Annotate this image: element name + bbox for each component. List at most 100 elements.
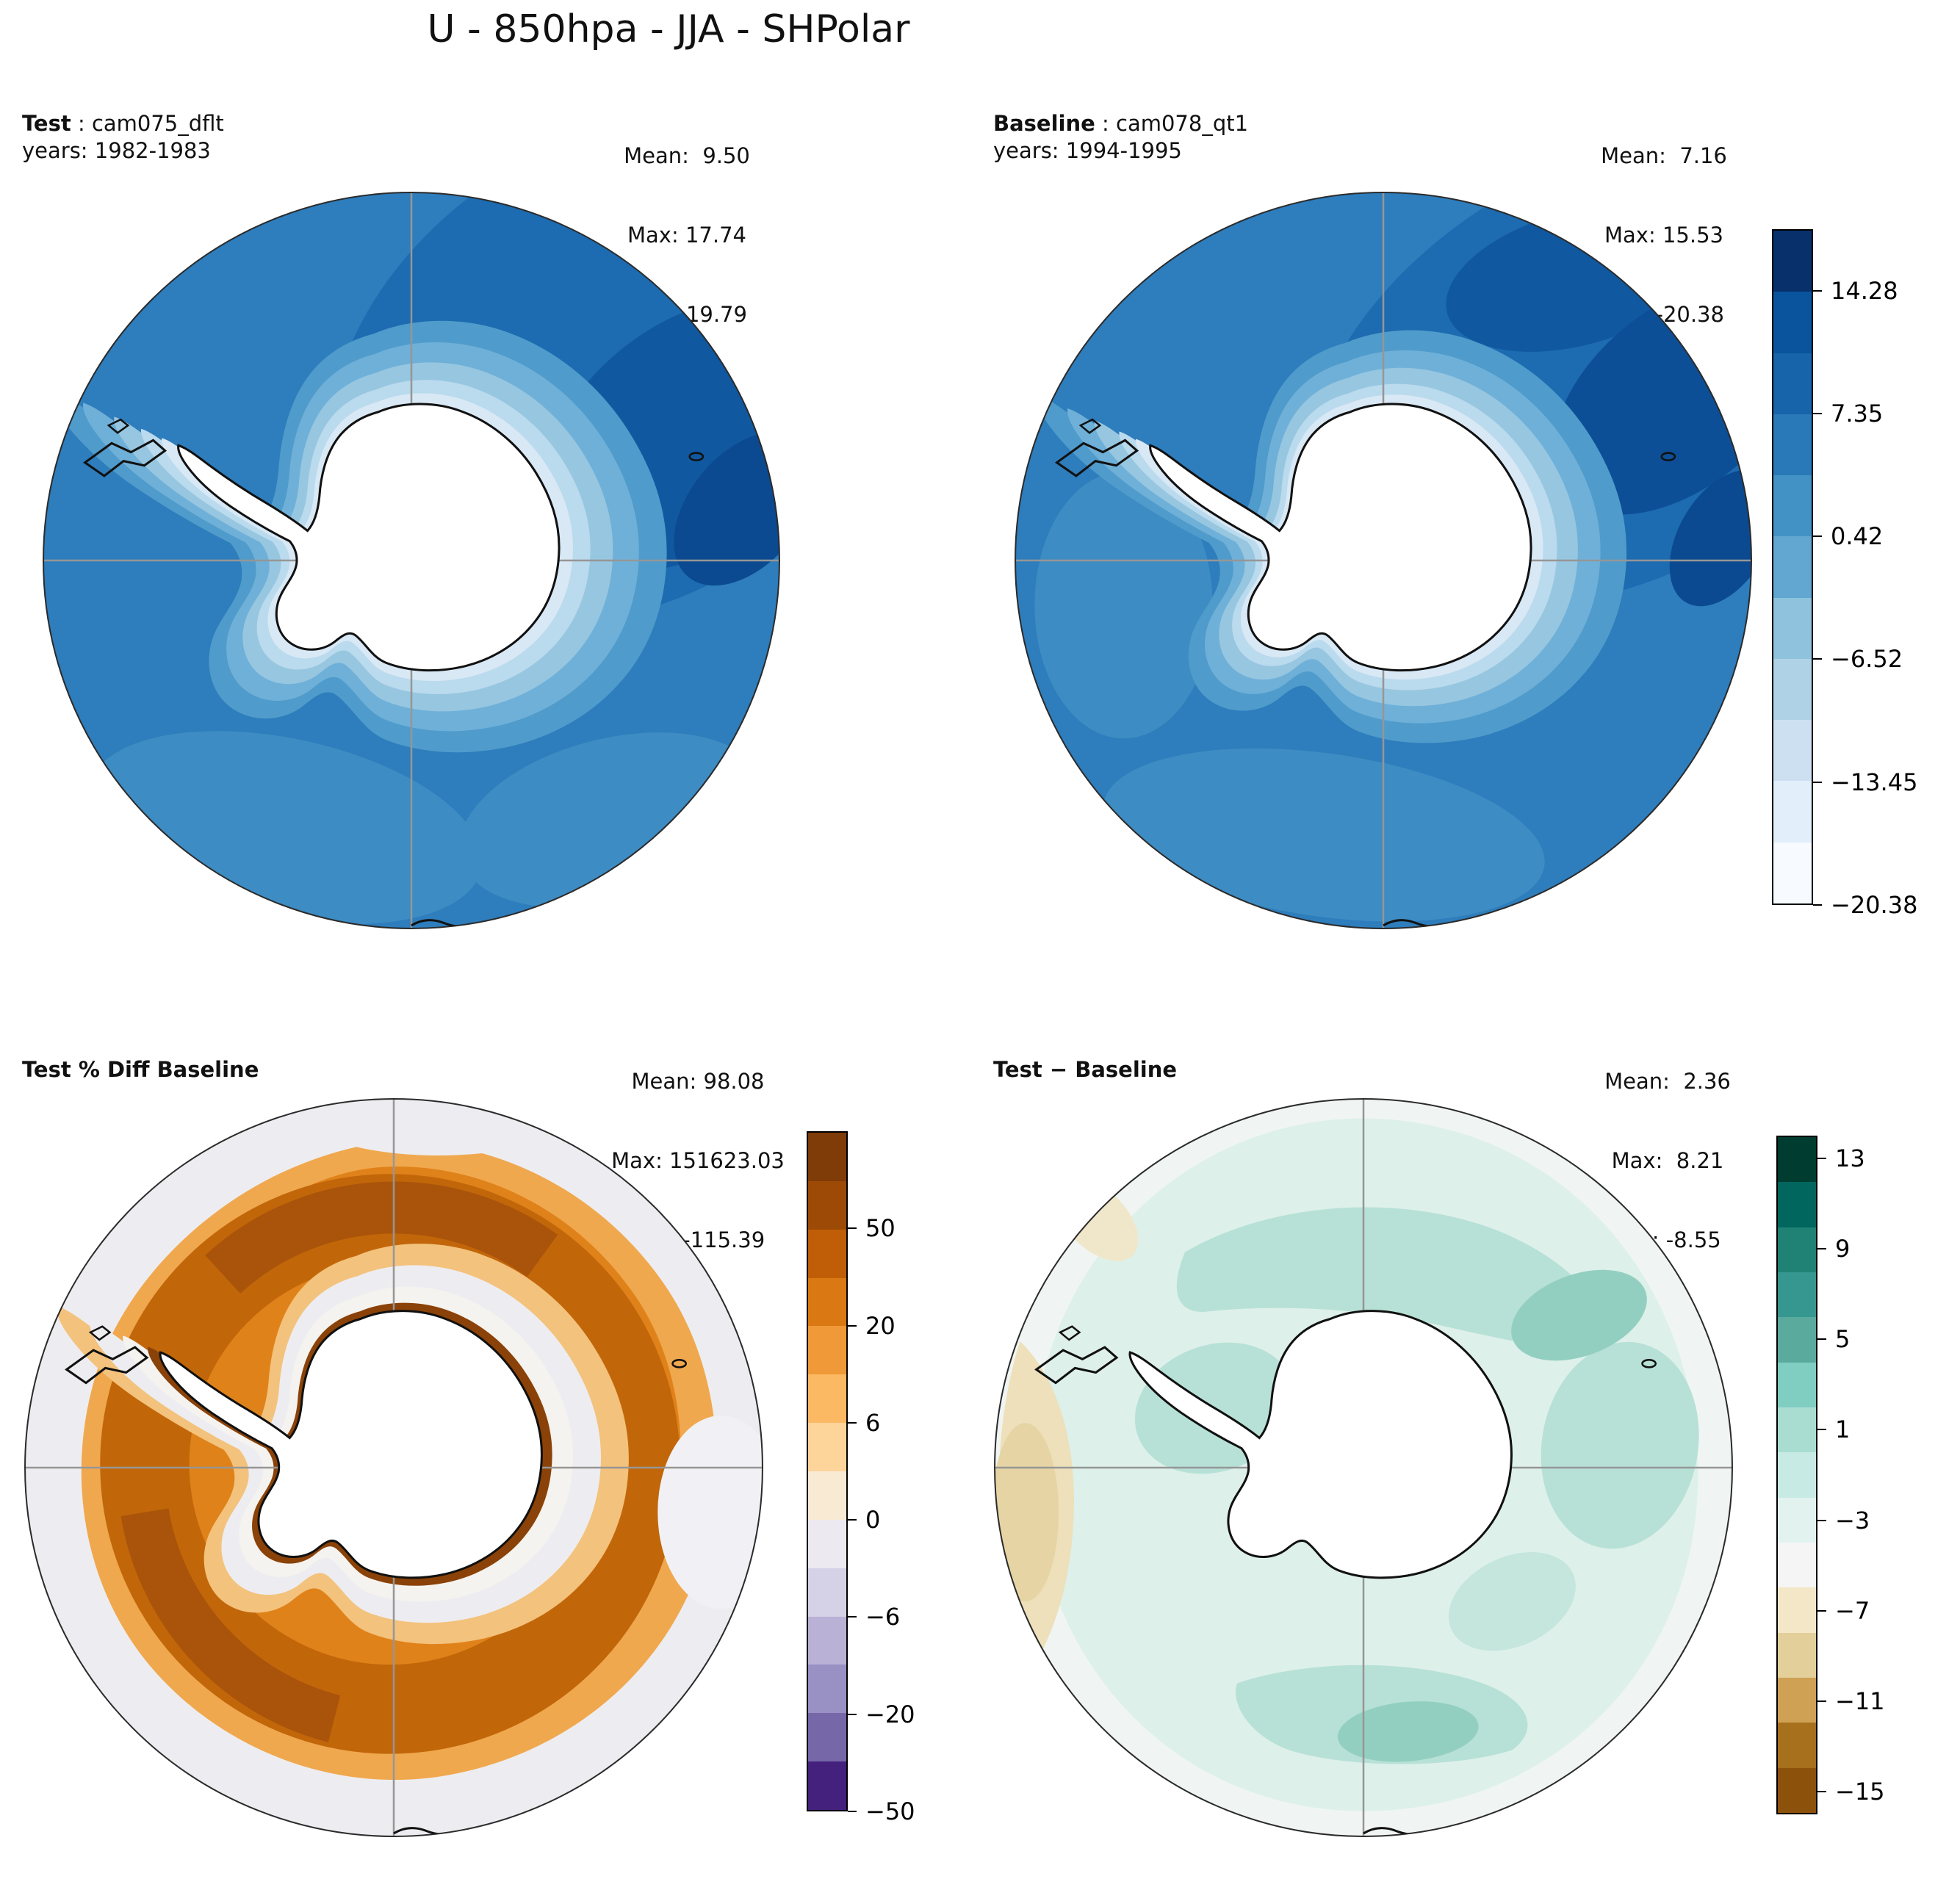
diff-stat-max: Max: 8.21 bbox=[1611, 1148, 1724, 1173]
colorbar-segment bbox=[808, 1665, 846, 1714]
colorbar-tick-mark bbox=[1817, 1248, 1826, 1250]
diff-panel-label: Test − Baseline bbox=[993, 1057, 1178, 1082]
colorbar-tick-mark bbox=[1817, 1700, 1826, 1702]
colorbar-segment bbox=[808, 1713, 846, 1762]
colorbar-tick-label: 7.35 bbox=[1831, 399, 1884, 428]
colorbar-tick-label: 5 bbox=[1835, 1325, 1851, 1354]
south-america-coast bbox=[65, 1325, 149, 1385]
colorbar-tick: 0 bbox=[848, 1506, 880, 1534]
colorbar-segment bbox=[808, 1229, 846, 1278]
pct-diff-stat-max: Max: 151623.03 bbox=[611, 1148, 785, 1173]
colorbar-tick-mark bbox=[1813, 781, 1822, 783]
colorbar-tick-label: −15 bbox=[1835, 1778, 1885, 1806]
map-test bbox=[43, 192, 780, 929]
map-baseline bbox=[1015, 192, 1752, 929]
colorbar-pct-diff-bar bbox=[807, 1131, 848, 1811]
colorbar-segment bbox=[1773, 842, 1812, 904]
baseline-panel-label: Baseline : cam078_qt1 years: 1994-1995 bbox=[993, 110, 1248, 165]
baseline-panel-run: : cam078_qt1 bbox=[1095, 111, 1249, 136]
colorbar-tick-label: −7 bbox=[1835, 1596, 1870, 1625]
colorbar-tick: −13.45 bbox=[1813, 768, 1917, 796]
pct-diff-panel-label: Test % Diff Baseline bbox=[22, 1057, 259, 1082]
colorbar-segment bbox=[1773, 231, 1812, 292]
test-panel-run: : cam075_dflt bbox=[71, 111, 224, 136]
colorbar-tick: 5 bbox=[1817, 1325, 1850, 1353]
test-panel-years: years: 1982-1983 bbox=[22, 138, 211, 163]
colorbar-tick-label: −3 bbox=[1835, 1506, 1870, 1534]
test-panel-label: Test : cam075_dflt years: 1982-1983 bbox=[22, 110, 224, 165]
colorbar-tick-mark bbox=[1817, 1338, 1826, 1341]
colorbar-tick: −20.38 bbox=[1813, 891, 1917, 919]
colorbar-tick-label: 0.42 bbox=[1831, 522, 1884, 551]
colorbar-segment bbox=[1773, 720, 1812, 782]
map-boundary bbox=[43, 192, 780, 929]
colorbar-segment bbox=[1778, 1317, 1816, 1363]
colorbar-segment bbox=[1773, 597, 1812, 659]
colorbar-tick-mark bbox=[848, 1616, 857, 1618]
colorbar-tick: 50 bbox=[848, 1214, 896, 1242]
colorbar-tick-label: −20.38 bbox=[1831, 891, 1918, 919]
colorbar-tick: 20 bbox=[848, 1312, 896, 1340]
colorbar-diff-bar bbox=[1776, 1136, 1817, 1814]
colorbar-tick: 9 bbox=[1817, 1235, 1850, 1263]
colorbar-segment bbox=[808, 1326, 846, 1375]
colorbar-pct-diff-ticks: 50 20 6 0 −6 −20 −50 bbox=[848, 1131, 1009, 1825]
colorbar-tick-label: −20 bbox=[865, 1700, 915, 1728]
colorbar-tick: −3 bbox=[1817, 1507, 1870, 1534]
colorbar-segment bbox=[1778, 1542, 1816, 1588]
colorbar-segment bbox=[808, 1423, 846, 1472]
colorbar-tick-mark bbox=[1817, 1519, 1826, 1521]
colorbar-segment bbox=[808, 1519, 846, 1568]
south-america-coast bbox=[1054, 418, 1139, 477]
colorbar-segment bbox=[1773, 475, 1812, 537]
colorbar-tick-mark bbox=[848, 1421, 857, 1424]
colorbar-segment bbox=[1773, 781, 1812, 843]
colorbar-tick: −50 bbox=[848, 1797, 915, 1825]
colorbar-tick: 0.42 bbox=[1813, 522, 1883, 550]
colorbar-tick: 14.28 bbox=[1813, 277, 1898, 305]
baseline-panel-label-bold: Baseline bbox=[993, 111, 1095, 136]
colorbar-segment bbox=[1778, 1272, 1816, 1318]
island-speck bbox=[1641, 1358, 1657, 1368]
colorbar-segment bbox=[808, 1277, 846, 1327]
colorbar-pct-diff: 50 20 6 0 −6 −20 −50 bbox=[807, 1131, 1009, 1825]
colorbar-segment bbox=[808, 1374, 846, 1424]
island-speck bbox=[1660, 452, 1676, 461]
colorbar-segment bbox=[1773, 414, 1812, 476]
colorbar-tick-label: 50 bbox=[865, 1214, 896, 1243]
colorbar-segment bbox=[1778, 1452, 1816, 1498]
colorbar-segment bbox=[1778, 1227, 1816, 1272]
south-america-coast bbox=[1034, 1325, 1119, 1385]
colorbar-segment bbox=[1773, 292, 1812, 353]
colorbar-tick-label: 14.28 bbox=[1831, 276, 1898, 305]
colorbar-segment bbox=[1778, 1407, 1816, 1453]
colorbar-tick: −7 bbox=[1817, 1597, 1870, 1625]
baseline-panel-years: years: 1994-1995 bbox=[993, 138, 1182, 163]
colorbar-tick-mark bbox=[848, 1519, 857, 1521]
colorbar-tick-mark bbox=[1813, 904, 1822, 906]
colorbar-tick-mark bbox=[1817, 1791, 1826, 1793]
map-boundary bbox=[24, 1098, 763, 1837]
colorbar-absolute: 14.28 7.35 0.42 −6.52 −13.45 −20.38 bbox=[1772, 229, 1960, 919]
colorbar-tick-label: −6.52 bbox=[1831, 645, 1903, 674]
colorbar-tick-label: 0 bbox=[865, 1506, 881, 1534]
colorbar-segment bbox=[1778, 1632, 1816, 1678]
colorbar-tick-mark bbox=[848, 1811, 857, 1812]
colorbar-segment bbox=[808, 1616, 846, 1665]
colorbar-segment bbox=[1778, 1587, 1816, 1633]
colorbar-tick: −20 bbox=[848, 1701, 915, 1728]
colorbar-tick: 7.35 bbox=[1813, 400, 1883, 428]
colorbar-tick: −6.52 bbox=[1813, 645, 1903, 673]
baseline-stat-mean: Mean: 7.16 bbox=[1601, 143, 1727, 168]
colorbar-tick-label: −50 bbox=[865, 1797, 915, 1825]
island-speck bbox=[688, 452, 705, 461]
colorbar-segment bbox=[1773, 536, 1812, 598]
colorbar-segment bbox=[808, 1180, 846, 1230]
colorbar-segment bbox=[808, 1568, 846, 1617]
colorbar-segment bbox=[808, 1761, 846, 1811]
map-boundary bbox=[994, 1098, 1733, 1837]
colorbar-tick-mark bbox=[1813, 289, 1822, 292]
colorbar-tick-mark bbox=[1817, 1429, 1826, 1431]
colorbar-diff: 13 9 5 1 −3 −7 −11 −15 bbox=[1776, 1136, 1960, 1814]
colorbar-tick-mark bbox=[1817, 1157, 1826, 1159]
